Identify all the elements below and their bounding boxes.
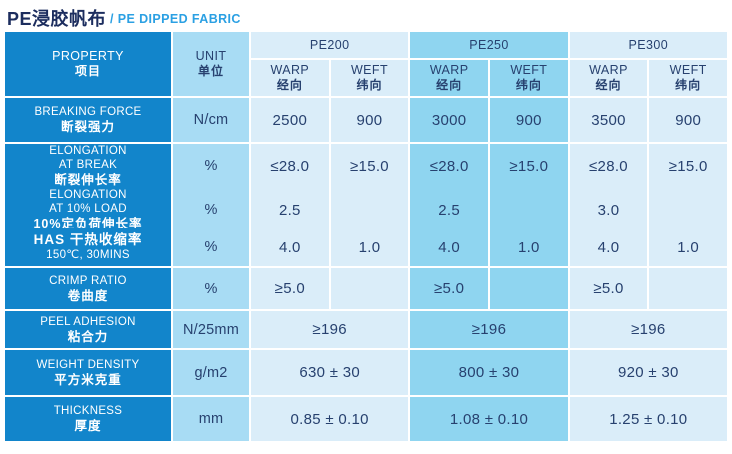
subheader-pe250-weft: WEFT 纬向 — [489, 60, 568, 96]
value-cell: 3000 — [410, 98, 488, 142]
value-cell-merged: 1.08 ± 0.10 — [410, 397, 568, 441]
value-cell: 900 — [489, 98, 568, 142]
group-pe250: PE250 — [410, 32, 568, 58]
value-cell: ≥15.0 — [489, 144, 568, 188]
table-row-elongation-at-break: ELONGATION AT BREAK 断裂伸长率 % ≤28.0 ≥15.0 … — [5, 144, 727, 188]
property-cell: WEIGHT DENSITY 平方米克重 — [5, 350, 171, 395]
property-cell: HAS 干热收缩率 150℃, 30MINS — [5, 228, 171, 266]
page-title-en: / PE DIPPED FABRIC — [110, 12, 241, 26]
value-cell-merged: 630 ± 30 — [251, 350, 409, 395]
spec-table: PROPERTY 项目 UNIT 单位 PE200 PE250 PE300 WA… — [5, 32, 727, 441]
table-row-heat-shrinkage: HAS 干热收缩率 150℃, 30MINS % 4.0 1.0 4.0 1.0… — [5, 228, 727, 266]
value-cell-empty — [330, 188, 409, 232]
unit-cell: mm — [173, 397, 249, 441]
subheader-pe300-weft: WEFT 纬向 — [649, 60, 727, 96]
subheader-pe300-warp: WARP 经向 — [569, 60, 648, 96]
table-row-elongation-at-10-load: ELONGATION AT 10% LOAD 10%定负荷伸长率 % 2.5 2… — [5, 188, 727, 232]
table-row-weight-density: WEIGHT DENSITY 平方米克重 g/m2 630 ± 30 800 ±… — [5, 350, 727, 395]
subheader-pe250-warp: WARP 经向 — [410, 60, 488, 96]
value-cell: ≥5.0 — [251, 268, 329, 309]
value-cell-merged: ≥196 — [569, 311, 727, 348]
value-cell: ≥5.0 — [569, 268, 648, 309]
unit-cell: N/cm — [173, 98, 249, 142]
header-property-cn: 项目 — [74, 64, 101, 78]
page-title-cn: PE浸胶帆布 — [7, 9, 107, 29]
page-title: PE浸胶帆布 / PE DIPPED FABRIC — [0, 0, 732, 32]
property-cell: BREAKING FORCE 断裂强力 — [5, 98, 171, 142]
value-cell-merged: ≥196 — [410, 311, 568, 348]
unit-cell: % — [173, 228, 249, 266]
value-cell: 3.0 — [569, 188, 648, 232]
table-row-peel-adhesion: PEEL ADHESION 粘合力 N/25mm ≥196 ≥196 ≥196 — [5, 311, 727, 348]
group-pe200: PE200 — [251, 32, 409, 58]
value-cell: 2500 — [251, 98, 329, 142]
value-cell: 4.0 — [251, 228, 329, 266]
unit-cell: N/25mm — [173, 311, 249, 348]
value-cell: 1.0 — [330, 228, 409, 266]
value-cell-empty — [489, 188, 568, 232]
header-unit-en: UNIT — [195, 49, 227, 63]
table-row-breaking-force: BREAKING FORCE 断裂强力 N/cm 2500 900 3000 9… — [5, 98, 727, 142]
value-cell: 900 — [649, 98, 727, 142]
value-cell: 4.0 — [569, 228, 648, 266]
unit-cell: % — [173, 268, 249, 309]
value-cell-merged: 920 ± 30 — [569, 350, 727, 395]
value-cell: 3500 — [569, 98, 648, 142]
property-cell: ELONGATION AT BREAK 断裂伸长率 — [5, 144, 171, 188]
property-cell: THICKNESS 厚度 — [5, 397, 171, 441]
value-cell-empty — [649, 268, 727, 309]
value-cell: 2.5 — [410, 188, 488, 232]
value-cell: 4.0 — [410, 228, 488, 266]
table-header: PROPERTY 项目 UNIT 单位 PE200 PE250 PE300 WA… — [5, 32, 727, 96]
value-cell: ≤28.0 — [251, 144, 329, 188]
unit-cell: % — [173, 188, 249, 232]
group-pe300: PE300 — [569, 32, 727, 58]
value-cell-merged: 0.85 ± 0.10 — [251, 397, 409, 441]
header-property-en: PROPERTY — [52, 49, 124, 63]
value-cell: ≤28.0 — [410, 144, 488, 188]
header-unit-cn: 单位 — [197, 64, 224, 78]
value-cell-empty — [330, 268, 409, 309]
unit-cell: % — [173, 144, 249, 188]
value-cell-empty — [489, 268, 568, 309]
header-property: PROPERTY 项目 — [5, 32, 171, 96]
subheader-pe200-weft: WEFT 纬向 — [330, 60, 409, 96]
header-unit: UNIT 单位 — [173, 32, 249, 96]
property-cell: PEEL ADHESION 粘合力 — [5, 311, 171, 348]
table-row-crimp-ratio: CRIMP RATIO 卷曲度 % ≥5.0 ≥5.0 ≥5.0 — [5, 268, 727, 309]
value-cell: ≥5.0 — [410, 268, 488, 309]
value-cell-merged: 800 ± 30 — [410, 350, 568, 395]
property-cell: CRIMP RATIO 卷曲度 — [5, 268, 171, 309]
value-cell-merged: ≥196 — [251, 311, 409, 348]
unit-cell: g/m2 — [173, 350, 249, 395]
value-cell: ≥15.0 — [649, 144, 727, 188]
value-cell: 1.0 — [489, 228, 568, 266]
subheader-pe200-warp: WARP 经向 — [251, 60, 329, 96]
value-cell-merged: 1.25 ± 0.10 — [569, 397, 727, 441]
table-row-thickness: THICKNESS 厚度 mm 0.85 ± 0.10 1.08 ± 0.10 … — [5, 397, 727, 441]
value-cell: ≥15.0 — [330, 144, 409, 188]
value-cell: ≤28.0 — [569, 144, 648, 188]
value-cell: 1.0 — [649, 228, 727, 266]
value-cell: 2.5 — [251, 188, 329, 232]
property-cell: ELONGATION AT 10% LOAD 10%定负荷伸长率 — [5, 188, 171, 232]
value-cell-empty — [649, 188, 727, 232]
value-cell: 900 — [330, 98, 409, 142]
